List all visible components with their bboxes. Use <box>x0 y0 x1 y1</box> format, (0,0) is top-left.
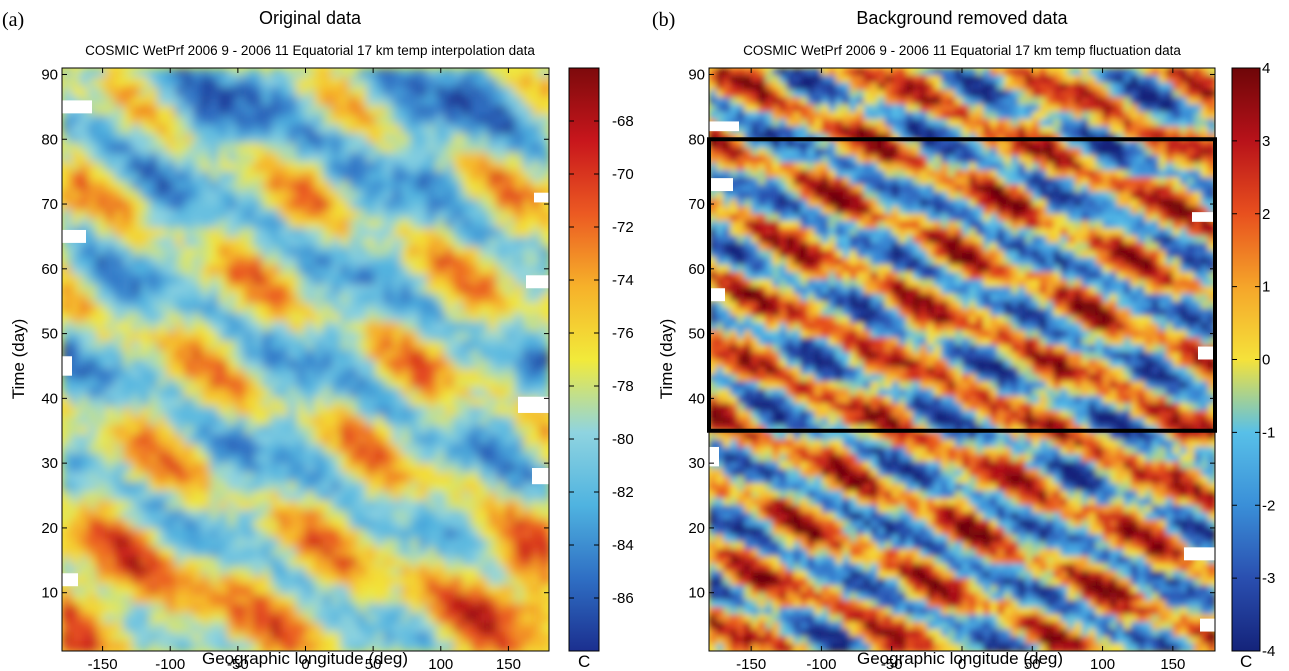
x-tick-label: 50 <box>365 656 382 671</box>
y-tick-label: 20 <box>41 520 58 537</box>
colorbar-tick-label: -1 <box>1262 424 1275 441</box>
colorbar-tick-label: -76 <box>612 325 634 342</box>
missing-data-gap <box>532 468 549 485</box>
panel-b-subtitle: COSMIC WetPrf 2006 9 - 2006 11 Equatoria… <box>743 43 1181 58</box>
x-tick-label: -50 <box>227 656 249 671</box>
y-tick-label: 30 <box>41 455 58 472</box>
y-tick-label: 30 <box>688 455 705 472</box>
missing-data-gap <box>62 229 86 243</box>
y-tick-label: 10 <box>41 585 58 602</box>
missing-data-gap <box>534 192 549 203</box>
x-tick-label: 100 <box>428 656 453 671</box>
panel-a-title: Original data <box>259 8 362 28</box>
missing-data-gap <box>709 178 733 192</box>
missing-data-gap <box>62 573 78 587</box>
panel-b-title: Background removed data <box>856 8 1068 28</box>
colorbar-tick-label: -84 <box>612 537 634 554</box>
missing-data-gap <box>1184 547 1215 561</box>
missing-data-gap <box>709 446 719 467</box>
missing-data-gap <box>709 121 739 132</box>
colorbar-tick-label: 1 <box>1262 279 1270 296</box>
x-tick-label: -50 <box>881 656 903 671</box>
panel-a-xlabel: Geographic longitude (deg) <box>202 649 408 668</box>
x-tick-label: -150 <box>736 656 766 671</box>
x-tick-label: 100 <box>1090 656 1115 671</box>
colorbar-tick-label: -70 <box>612 166 634 183</box>
missing-data-gap <box>709 288 725 302</box>
missing-data-gap <box>1192 212 1215 222</box>
colorbar-tick-label: -72 <box>612 219 634 236</box>
colorbar-tick-label: 0 <box>1262 352 1270 369</box>
y-tick-label: 70 <box>688 196 705 213</box>
x-tick-label: 0 <box>301 656 309 671</box>
colorbar-unit: C <box>1240 652 1252 671</box>
y-tick-label: 90 <box>41 66 58 83</box>
colorbar-tick-label: 4 <box>1262 60 1270 77</box>
colorbar-tick-label: -80 <box>612 431 634 448</box>
y-tick-label: 50 <box>688 326 705 343</box>
colorbar-tick-label: 2 <box>1262 206 1270 223</box>
x-tick-label: -100 <box>155 656 185 671</box>
y-tick-label: 50 <box>41 326 58 343</box>
panel-a-plot: -150 -100 -50 0 50 100 150 10 20 30 40 50 60 70 80 90 -6… <box>41 66 633 671</box>
x-tick-label: -100 <box>806 656 836 671</box>
heatmap-field <box>709 68 1215 651</box>
panel-b-label: (b) <box>652 9 675 31</box>
missing-data-gap <box>526 275 549 289</box>
x-tick-label: 150 <box>496 656 521 671</box>
colorbar-tick-label: 3 <box>1262 133 1270 150</box>
missing-data-gap <box>518 396 549 413</box>
colorbar-tick-label: -3 <box>1262 570 1275 587</box>
colorbar-tick-label: -86 <box>612 590 634 607</box>
colorbar-tick-label: -68 <box>612 113 634 130</box>
missing-data-gap <box>62 100 92 114</box>
colorbar-tick-label: -74 <box>612 272 634 289</box>
y-tick-label: 60 <box>41 261 58 278</box>
y-tick-label: 80 <box>688 131 705 148</box>
y-tick-label: 60 <box>688 261 705 278</box>
y-tick-label: 80 <box>41 131 58 148</box>
x-tick-label: -150 <box>88 656 118 671</box>
x-tick-label: 50 <box>1024 656 1041 671</box>
missing-data-gap <box>62 356 72 376</box>
y-tick-label: 10 <box>688 585 705 602</box>
y-tick-label: 90 <box>688 66 705 83</box>
x-tick-label: 150 <box>1160 656 1185 671</box>
panel-b-ylabel: Time (day) <box>657 319 676 400</box>
x-tick-label: 0 <box>958 656 966 671</box>
colorbar <box>568 67 600 652</box>
panel-a-subtitle: COSMIC WetPrf 2006 9 - 2006 11 Equatoria… <box>85 43 535 58</box>
y-tick-label: 40 <box>41 390 58 407</box>
panel-b-xlabel: Geographic longitude (deg) <box>857 649 1063 668</box>
colorbar-tick-label: -78 <box>612 378 634 395</box>
panel-a-ylabel: Time (day) <box>9 319 28 400</box>
heatmap-field <box>62 68 549 651</box>
missing-data-gap <box>1200 618 1215 632</box>
colorbar-tick-label: -2 <box>1262 497 1275 514</box>
panel-a-label: (a) <box>2 9 24 31</box>
colorbar-unit: C <box>578 652 590 671</box>
y-tick-label: 40 <box>688 390 705 407</box>
highlight-box <box>707 137 1217 433</box>
missing-data-gap <box>1198 346 1215 360</box>
y-tick-label: 70 <box>41 196 58 213</box>
colorbar-tick-label: -4 <box>1262 643 1275 660</box>
y-tick-label: 20 <box>688 520 705 537</box>
colorbar-tick-label: -82 <box>612 484 634 501</box>
